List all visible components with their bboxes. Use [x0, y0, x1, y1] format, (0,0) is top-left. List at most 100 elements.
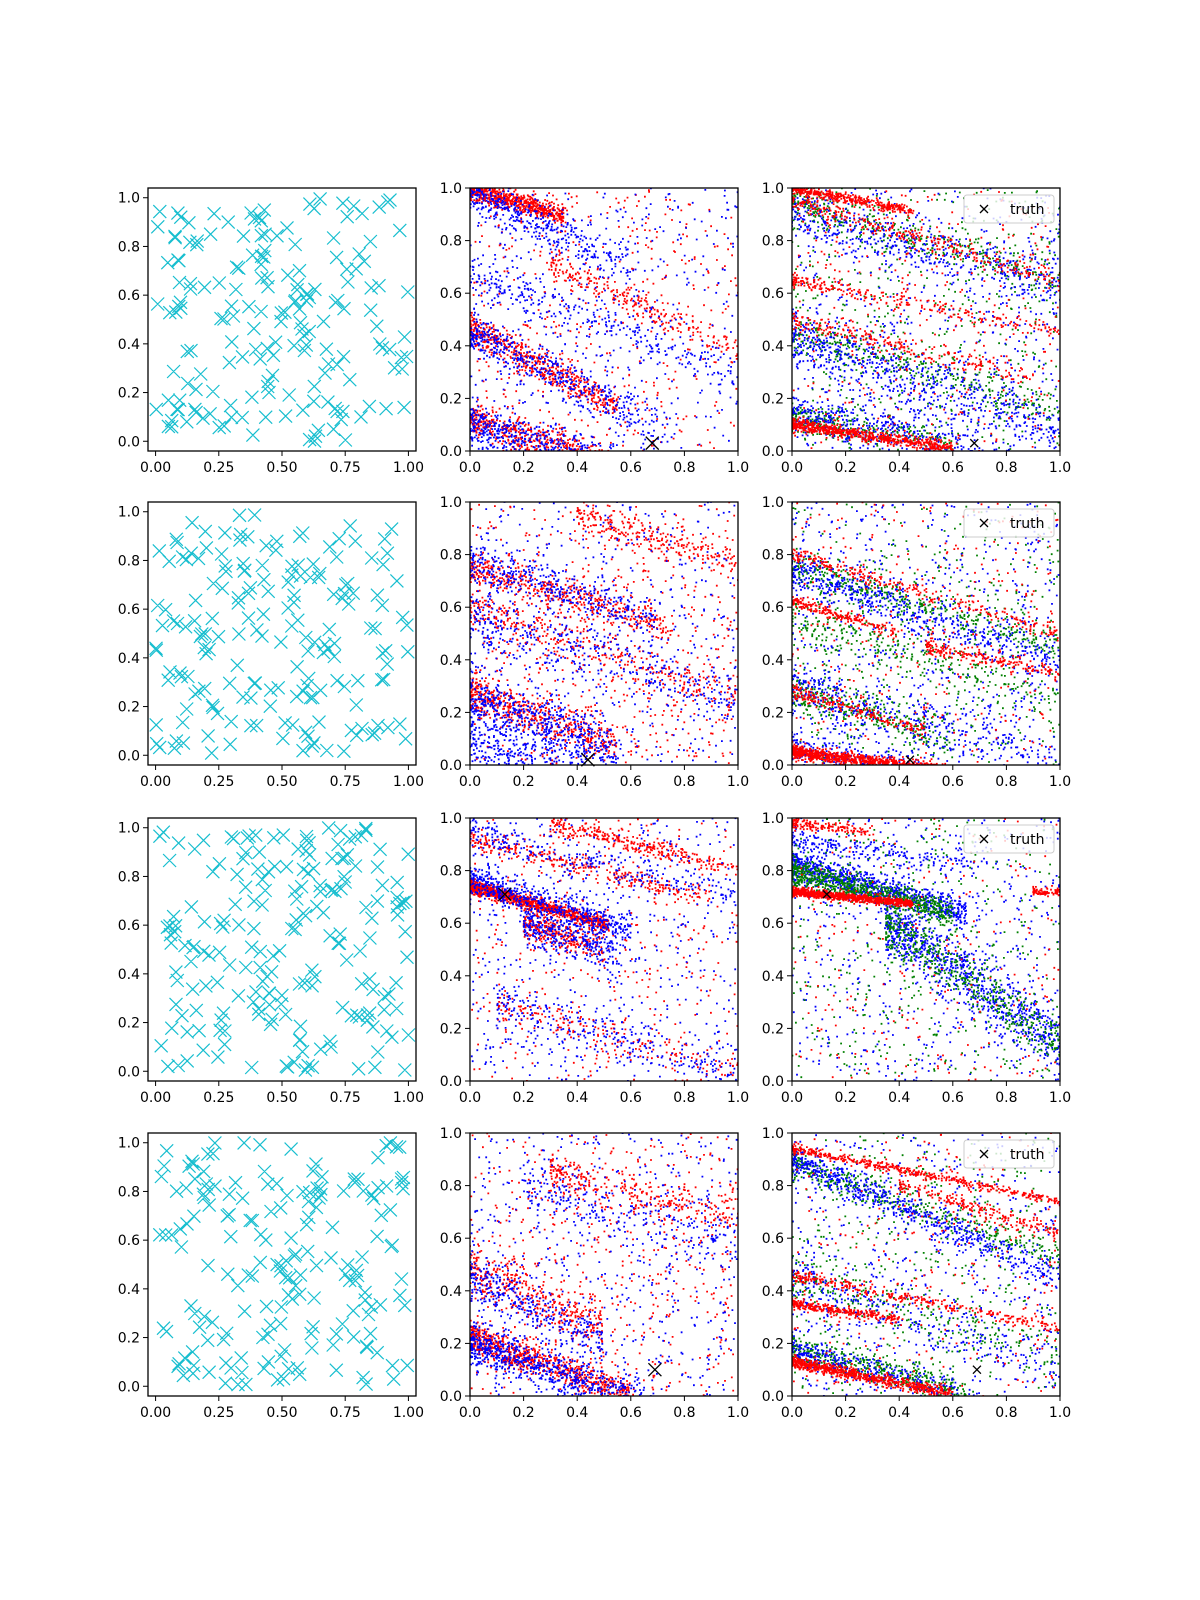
x-tick-label: 0.8 [995, 774, 1017, 790]
subplot-grid: 0.00 0.25 0.50 0.75 1.000.00.20.40.60.81.00.… [118, 181, 1071, 1421]
y-tick-label: 0.2 [762, 1336, 784, 1352]
x-tick-label: 0.75 [330, 460, 361, 476]
x-tick-label: 0.0 [781, 774, 803, 790]
legend-marker-truth [979, 518, 989, 528]
y-tick-label: 0.4 [762, 339, 784, 355]
x-tick-label: 0.75 [330, 1090, 361, 1106]
y-tick-label: 0.8 [118, 869, 140, 885]
y-tick-label: 0.0 [118, 1379, 140, 1395]
series-cyan [152, 820, 416, 1078]
subplot-r3-c3: 0.0 0.2 0.4 0.6 0.8 1.0 0.0 0.2 0.4 0.6 0.8 1.0 trut… [762, 811, 1071, 1106]
x-axis: 0.0 0.2 0.4 0.6 0.8 1.0 [459, 1081, 749, 1106]
x-tick-label: 0.75 [330, 774, 361, 790]
x-tick-label: 0.0 [459, 1405, 481, 1421]
x-tick-label: 0.50 [266, 460, 297, 476]
x-tick-label: 0.6 [620, 1090, 642, 1106]
x-tick-label: 0.0 [459, 774, 481, 790]
y-tick-label: 0.4 [440, 1284, 462, 1300]
y-tick-label: 0.6 [762, 916, 784, 932]
subplot-r4-c1: 0.00 0.25 0.50 0.75 1.00 0.0 0.2 0.4 0.6 0.8 1.0 [118, 1132, 424, 1421]
y-tick-label: 0.2 [118, 386, 140, 402]
y-axis: 0.0 0.2 0.4 0.6 0.8 1.0 [762, 495, 792, 774]
subplot-r2-c1: 0.00 0.25 0.50 0.75 1.00 0.0 0.2 0.4 0.6 0.8 1.0 [118, 501, 424, 790]
x-tick-label: 0.2 [512, 460, 534, 476]
y-tick-label: 0.2 [762, 1021, 784, 1037]
plot-area [792, 818, 1060, 1081]
x-tick-label: 0.4 [888, 774, 910, 790]
point-markers [149, 508, 415, 761]
x-tick-label: 1.00 [393, 1405, 424, 1421]
y-tick-label: 0.8 [762, 548, 784, 564]
y-tick-label: 0.0 [118, 748, 140, 764]
legend-box [963, 1139, 1055, 1169]
x-tick-label: 1.0 [1049, 460, 1071, 476]
plot-area [470, 188, 738, 451]
y-tick-label: 0.8 [762, 1179, 784, 1195]
y-tick-label: 0.0 [440, 444, 462, 460]
y-tick-label: 0.8 [118, 553, 140, 569]
legend-label-truth: truth [1010, 202, 1044, 218]
y-tick-label: 0.4 [440, 653, 462, 669]
y-tick-label: 0.0 [762, 1389, 784, 1405]
y-tick-label: 1.0 [762, 181, 784, 197]
legend-label-truth: truth [1010, 1147, 1044, 1163]
legend-label-truth: truth [1010, 832, 1044, 848]
x-tick-label: 0.8 [995, 1405, 1017, 1421]
y-axis: 0.0 0.2 0.4 0.6 0.8 1.0 [118, 191, 148, 450]
series-blue [470, 1133, 738, 1396]
x-tick-label: 0.0 [459, 1090, 481, 1106]
legend-marker-truth [979, 834, 989, 844]
x-tick-label: 0.6 [942, 460, 964, 476]
y-tick-label: 0.2 [440, 1021, 462, 1037]
x-tick-label: 0.8 [995, 460, 1017, 476]
y-tick-label: 0.4 [118, 337, 140, 353]
y-tick-label: 0.4 [440, 969, 462, 985]
subplot-r1-c3: 0.0 0.2 0.4 0.6 0.8 1.0 0.0 0.2 0.4 0.6 0.8 1.0 trut… [762, 181, 1071, 476]
y-axis: 0.0 0.2 0.4 0.6 0.8 1.0 [118, 505, 148, 764]
series-red [792, 188, 1060, 451]
plot-area [470, 502, 738, 765]
y-tick-label: 1.0 [762, 1126, 784, 1142]
x-tick-label: 0.6 [620, 1405, 642, 1421]
plot-area [792, 1133, 1060, 1396]
x-tick-label: 1.0 [727, 1405, 749, 1421]
y-tick-label: 0.0 [440, 758, 462, 774]
x-axis: 0.0 0.2 0.4 0.6 0.8 1.0 [781, 451, 1071, 476]
legend: truth [963, 194, 1055, 224]
truth-marker [972, 1365, 982, 1375]
y-tick-label: 0.4 [118, 967, 140, 983]
axes-frame [469, 501, 739, 766]
legend-marker-truth [979, 204, 989, 214]
x-tick-label: 0.00 [140, 774, 171, 790]
plot-area [470, 818, 738, 1081]
y-tick-label: 0.6 [118, 1233, 140, 1249]
x-tick-label: 0.0 [459, 460, 481, 476]
x-tick-label: 0.0 [781, 460, 803, 476]
axes-frame [469, 187, 739, 452]
x-tick-label: 0.0 [781, 1405, 803, 1421]
y-axis: 0.0 0.2 0.4 0.6 0.8 1.0 [762, 811, 792, 1090]
y-tick-label: 1.0 [762, 811, 784, 827]
x-tick-label: 0.2 [512, 1090, 534, 1106]
x-tick-label: 0.25 [203, 460, 234, 476]
x-tick-label: 1.0 [727, 460, 749, 476]
x-tick-label: 0.2 [834, 1405, 856, 1421]
series-blue [792, 818, 1060, 1081]
x-tick-label: 0.4 [566, 1090, 588, 1106]
truth-marker [645, 436, 660, 451]
y-tick-label: 0.0 [762, 444, 784, 460]
x-axis: 0.00 0.25 0.50 0.75 1.00 [140, 1081, 424, 1106]
series-red [470, 502, 738, 765]
axes-frame [791, 817, 1061, 1082]
point-markers [470, 818, 738, 1081]
x-tick-label: 0.6 [942, 1090, 964, 1106]
truth-marker [497, 887, 512, 902]
x-axis: 0.0 0.2 0.4 0.6 0.8 1.0 [459, 451, 749, 476]
subplot-r2-c2: 0.0 0.2 0.4 0.6 0.8 1.0 0.0 0.2 0.4 0.6 0.8 1.0 [440, 495, 749, 790]
x-tick-label: 0.00 [140, 1090, 171, 1106]
legend-label-truth: truth [1010, 516, 1044, 532]
plot-area [149, 191, 415, 449]
subplot-r1-c1: 0.00 0.25 0.50 0.75 1.00 0.0 0.2 0.4 0.6 0.8 1.0 [118, 187, 424, 476]
series-red [792, 1133, 1060, 1396]
plot-area [152, 1135, 415, 1392]
